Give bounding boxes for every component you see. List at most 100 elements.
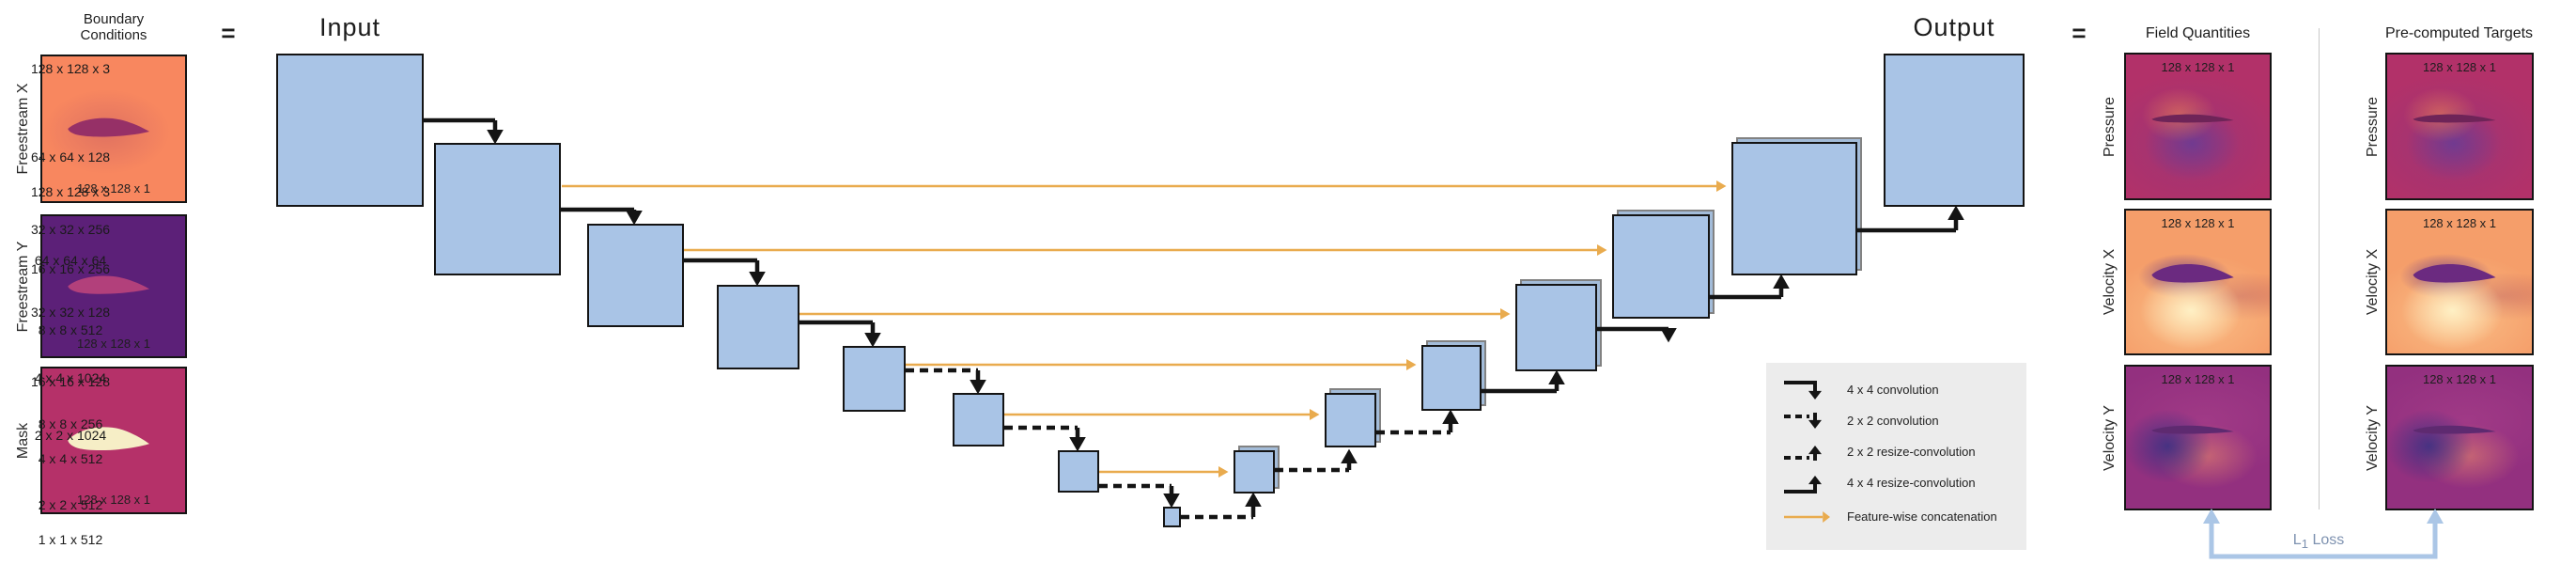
conv4-arrow xyxy=(799,320,881,348)
airfoil-shape-icon xyxy=(2151,425,2234,434)
rconv2-arrow xyxy=(1275,448,1358,473)
boundary-image-2: 128 x 128 x 1 xyxy=(40,367,187,514)
airfoil-shape-icon xyxy=(68,118,149,137)
rconv2-arrow xyxy=(1181,492,1262,520)
target-image-1: 128 x 128 x 1 xyxy=(2385,209,2534,355)
unet-box-label-enc16: 16 x 16 x 128 xyxy=(30,374,111,389)
unet-box-label-enc32: 32 x 32 x 128 xyxy=(30,305,111,320)
rconv4-icon xyxy=(1784,475,1822,494)
legend-label-4: Feature-wise concatenation xyxy=(1847,509,1997,524)
target-row-label-2: Velocity Y xyxy=(2365,404,2381,471)
rconv4-arrow xyxy=(1710,274,1790,300)
field-image-1: 128 x 128 x 1 xyxy=(2124,209,2272,355)
legend-label-3: 4 x 4 resize-convolution xyxy=(1847,476,1976,490)
unet-box-label-enc1: 1 x 1 x 512 xyxy=(38,532,103,547)
unet-box-label-enc4: 4 x 4 x 512 xyxy=(38,451,103,466)
column-divider xyxy=(2319,28,2320,509)
target-image-1-dim-label: 128 x 128 x 1 xyxy=(2422,216,2497,230)
airfoil-shape-icon xyxy=(2413,264,2496,283)
legend-label-2: 2 x 2 resize-convolution xyxy=(1847,445,1976,459)
field-row-label-1: Velocity X xyxy=(2102,248,2118,316)
boundary-image-0-dim-label: 128 x 128 x 1 xyxy=(76,181,151,196)
field-image-1-dim-label: 128 x 128 x 1 xyxy=(2161,216,2235,230)
l1-loss-sub: 1 xyxy=(2301,537,2309,552)
legend-row-1: 2 x 2 convolution xyxy=(1766,405,2026,436)
unet-box-enc8 xyxy=(843,346,906,412)
conv2-arrow xyxy=(1004,425,1086,452)
unet-box-label-enc2: 2 x 2 x 512 xyxy=(38,497,103,512)
boundary-image-2-dim-label: 128 x 128 x 1 xyxy=(76,493,151,507)
airfoil-shape-icon xyxy=(2413,425,2496,434)
unet-box-dec64 xyxy=(1731,142,1857,275)
unet-box-enc2 xyxy=(1058,450,1099,493)
airfoil-shape-icon xyxy=(68,275,149,294)
boundary-image-1-dim-label: 128 x 128 x 1 xyxy=(76,337,151,351)
field-row-label-2: Velocity Y xyxy=(2102,404,2118,471)
input-title: Input xyxy=(318,13,381,41)
unet-box-enc4 xyxy=(953,393,1004,446)
conv4-icon xyxy=(1784,380,1822,400)
target-image-2: 128 x 128 x 1 xyxy=(2385,365,2534,510)
rconv2-arrow xyxy=(1376,409,1459,435)
unet-box-dec16 xyxy=(1515,284,1597,371)
legend-row-4: Feature-wise concatenation xyxy=(1766,501,2026,532)
conv2-arrow xyxy=(906,368,986,395)
concat-icon xyxy=(1784,510,1830,523)
l1-arrowhead-left-icon xyxy=(2203,509,2220,524)
target-row-label-0: Pressure xyxy=(2365,96,2381,157)
unet-box-label-dec64: 64 x 64 x 128 xyxy=(30,149,111,164)
unet-box-enc16 xyxy=(717,285,799,369)
unet-box-label-enc8: 8 x 8 x 256 xyxy=(38,416,103,431)
legend-row-3: 4 x 4 resize-convolution xyxy=(1766,467,2026,498)
rconv4-arrow xyxy=(1857,205,1964,233)
l1-loss-label: L1 Loss xyxy=(2267,532,2370,551)
unet-box-label-dec2: 2 x 2 x 1024 xyxy=(34,428,107,443)
boundary-image-0: 128 x 128 x 1 xyxy=(40,55,187,203)
unet-box-label-enc64: 64 x 64 x 64 xyxy=(34,253,107,268)
field-image-0: 128 x 128 x 1 xyxy=(2124,53,2272,200)
field-image-0-dim-label: 128 x 128 x 1 xyxy=(2161,60,2235,74)
airfoil-shape-icon xyxy=(2151,264,2234,283)
precomputed-targets-title: Pre-computed Targets xyxy=(2384,25,2534,41)
legend-label-1: 2 x 2 convolution xyxy=(1847,414,1939,428)
legend: 4 x 4 convolution 2 x 2 convolution 2 x 2 … xyxy=(1766,363,2026,550)
unet-box-enc64 xyxy=(434,143,561,275)
legend-label-0: 4 x 4 convolution xyxy=(1847,383,1939,397)
unet-box-enc1 xyxy=(1163,507,1181,527)
rconv4-arrow xyxy=(1482,369,1565,394)
field-image-2: 128 x 128 x 1 xyxy=(2124,365,2272,510)
unet-box-label-dec8: 8 x 8 x 512 xyxy=(38,322,103,337)
unet-box-label-output: 128 x 128 x 3 xyxy=(30,61,111,76)
unet-box-enc32 xyxy=(587,224,684,327)
rconv2-icon xyxy=(1784,445,1822,461)
target-row-label-1: Velocity X xyxy=(2365,248,2381,316)
l1-loss-prefix: L xyxy=(2292,532,2302,548)
unet-box-dec4 xyxy=(1325,393,1376,447)
l1-loss-suffix: Loss xyxy=(2308,532,2345,548)
boundary-title-line2: Conditions xyxy=(80,27,147,43)
output-title: Output xyxy=(1913,13,1995,41)
boundary-image-1: 128 x 128 x 1 xyxy=(40,214,187,358)
unet-box-label-dec16: 16 x 16 x 256 xyxy=(30,261,111,276)
field-quantities-title: Field Quantities xyxy=(2145,25,2251,41)
unet-box-label-input: 128 x 128 x 3 xyxy=(30,184,111,199)
airfoil-shape-icon xyxy=(68,427,149,451)
unet-box-dec8 xyxy=(1421,345,1482,411)
unet-box-dec32 xyxy=(1612,214,1710,319)
equals-sign-left: = xyxy=(221,19,236,47)
unet-box-dec2 xyxy=(1234,450,1275,494)
conv4-arrow xyxy=(424,118,504,145)
equals-sign-right: = xyxy=(2072,19,2087,47)
unet-box-label-dec4: 4 x 4 x 1024 xyxy=(34,370,107,385)
target-image-2-dim-label: 128 x 128 x 1 xyxy=(2422,372,2497,386)
conv2-arrow xyxy=(1099,483,1180,509)
field-image-2-dim-label: 128 x 128 x 1 xyxy=(2161,372,2235,386)
unet-box-input xyxy=(276,54,424,207)
field-row-label-0: Pressure xyxy=(2102,96,2118,157)
conv2-icon xyxy=(1784,412,1822,429)
airfoil-shape-icon xyxy=(2413,114,2496,123)
rconv4-arrow xyxy=(1597,326,1677,343)
unet-box-label-dec32: 32 x 32 x 256 xyxy=(30,222,111,237)
target-image-0: 128 x 128 x 1 xyxy=(2385,53,2534,200)
unet-box-output xyxy=(1884,54,2025,207)
